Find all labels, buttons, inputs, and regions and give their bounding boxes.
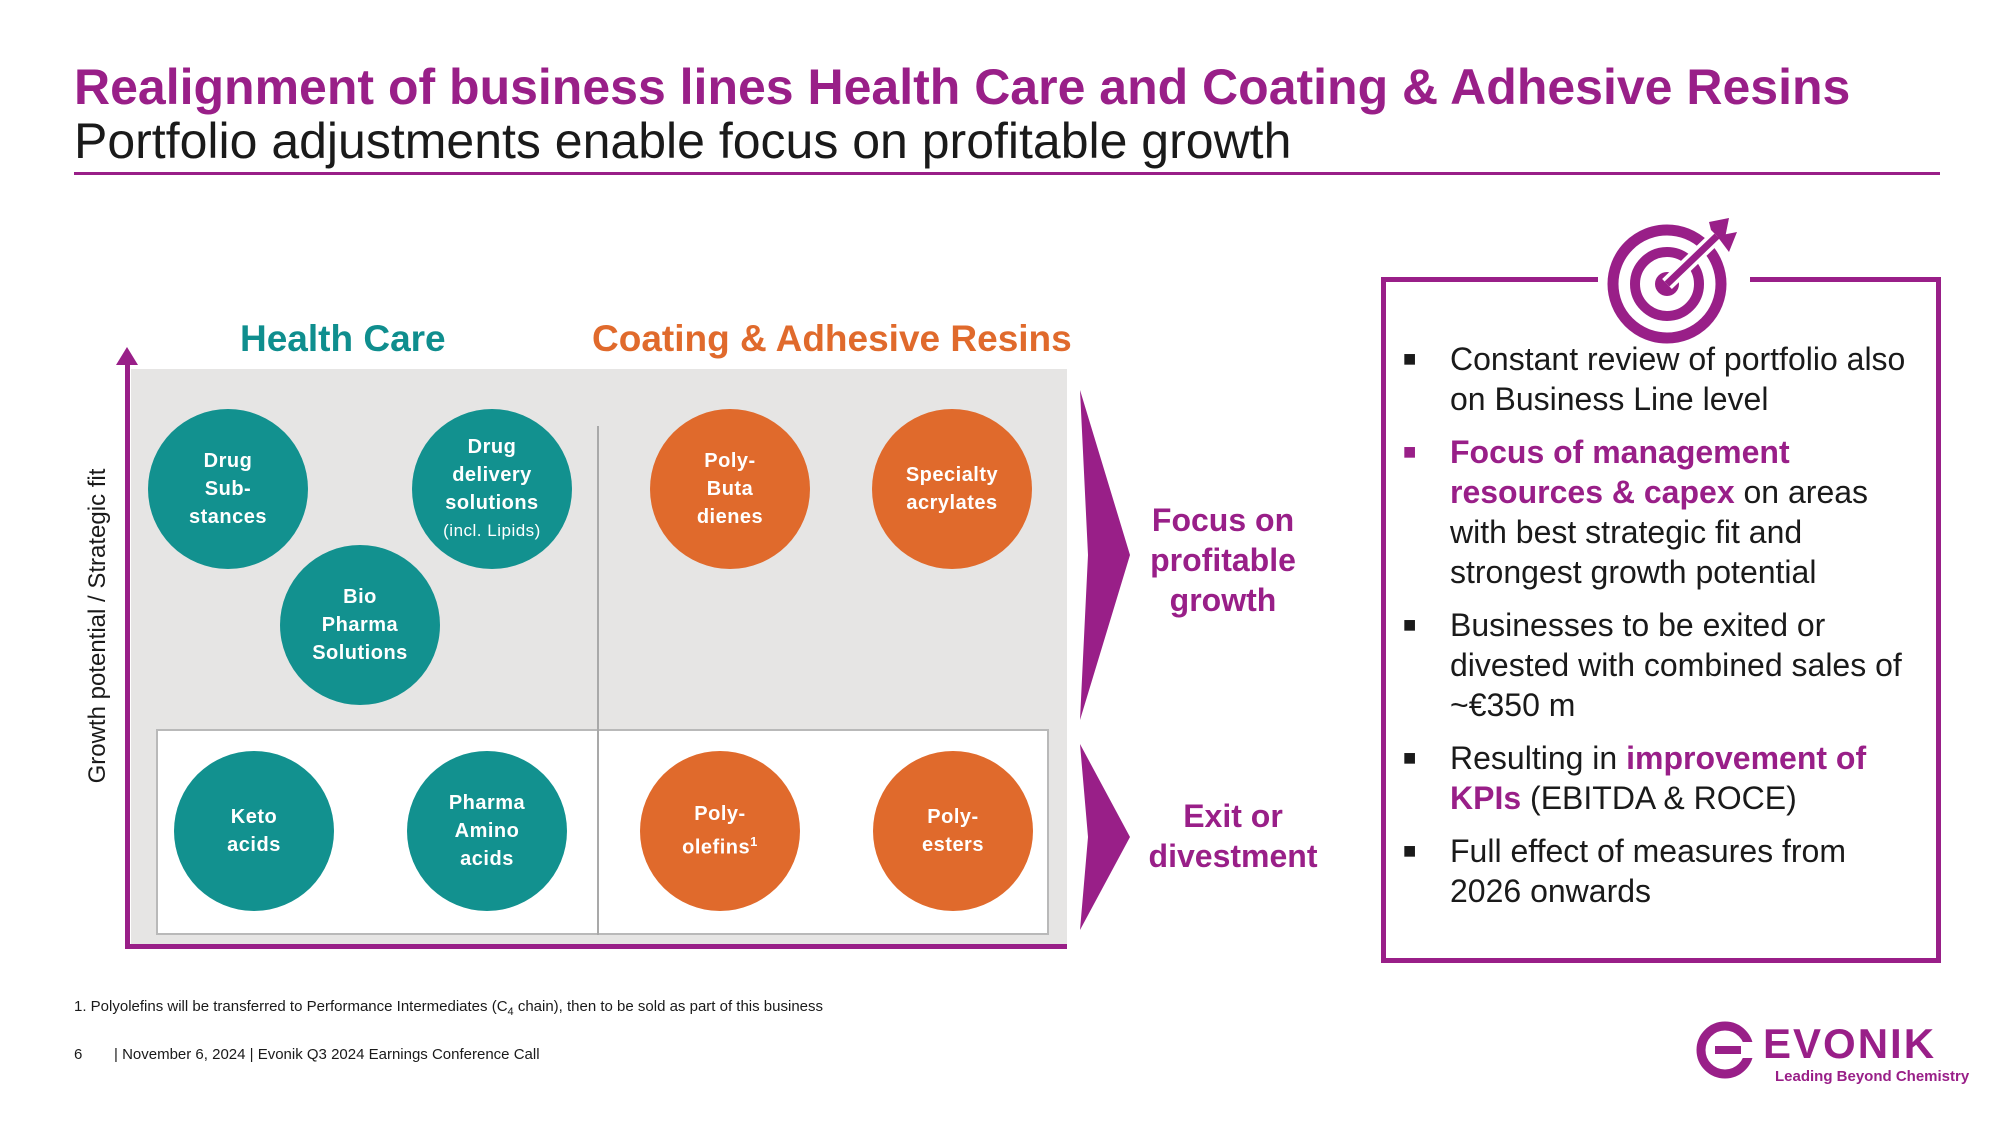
circle-polyolefins: Poly- olefins1	[640, 751, 800, 911]
bullet-item: ■ Resulting in improvement of KPIs (EBITD…	[1403, 740, 1867, 816]
y-axis	[125, 360, 130, 949]
focus-label: Focus on profitable growth	[1150, 502, 1296, 618]
circle-drug-delivery-solutions: Drug delivery solutions (incl. Lipids)	[412, 409, 572, 569]
footer-text: | November 6, 2024 | Evonik Q3 2024 Earn…	[114, 1046, 540, 1063]
circle-pharma-amino-acids: Pharma Amino acids	[407, 751, 567, 911]
footnote: 1. Polyolefins will be transferred to Pe…	[74, 998, 824, 1018]
target-icon	[1607, 218, 1737, 344]
summary-panel	[1381, 277, 1941, 963]
footnote-mark: 1	[750, 834, 758, 850]
circle-drug-substances: Drug Sub- stances	[148, 409, 308, 569]
logo-mark-icon	[1696, 1021, 1755, 1079]
circle-polybutadienes: Poly- Buta dienes	[650, 409, 810, 569]
logo-wordmark: EVONIK	[1763, 1020, 1937, 1067]
bullet-item: ■ Constant review of portfolio also on Bu…	[1403, 341, 1906, 417]
evonik-logo: EVONIK Leading Beyond Chemistry	[1695, 1020, 1969, 1085]
exit-chevron-icon	[1080, 744, 1130, 930]
y-axis-arrow-icon	[116, 347, 138, 365]
logo-tagline: Leading Beyond Chemistry	[1775, 1068, 1970, 1085]
column-heading-health-care: Health Care	[240, 318, 446, 359]
slide-title: Realignment of business lines Health Car…	[74, 59, 1851, 115]
column-divider	[597, 426, 599, 935]
circle-bio-pharma-solutions: Bio Pharma Solutions	[280, 545, 440, 705]
bullet-item: ■ Full effect of measures from 2026 onwar…	[1403, 833, 1846, 909]
title-divider	[74, 172, 1940, 175]
footer: 6 | November 6, 2024 | Evonik Q3 2024 Ear…	[74, 1046, 540, 1063]
x-axis	[125, 944, 1067, 949]
page-number: 6	[74, 1046, 83, 1063]
slide-subtitle: Portfolio adjustments enable focus on pr…	[74, 113, 1292, 169]
focus-chevron-icon	[1080, 390, 1130, 720]
circle-specialty-acrylates: Specialty acrylates	[872, 409, 1032, 569]
column-heading-coating-adhesive-resins: Coating & Adhesive Resins	[592, 318, 1072, 359]
exit-label: Exit or divestment	[1148, 798, 1318, 874]
circle-keto-acids: Keto acids	[174, 751, 334, 911]
circle-polyesters: Poly- esters	[873, 751, 1033, 911]
bullet-item: ■ Focus of management resources & capex o…	[1403, 434, 1869, 590]
bullet-item: ■ Businesses to be exited or divested wit…	[1403, 607, 1902, 723]
summary-bullet-list: ■ Constant review of portfolio also on Bu…	[1403, 339, 1923, 924]
